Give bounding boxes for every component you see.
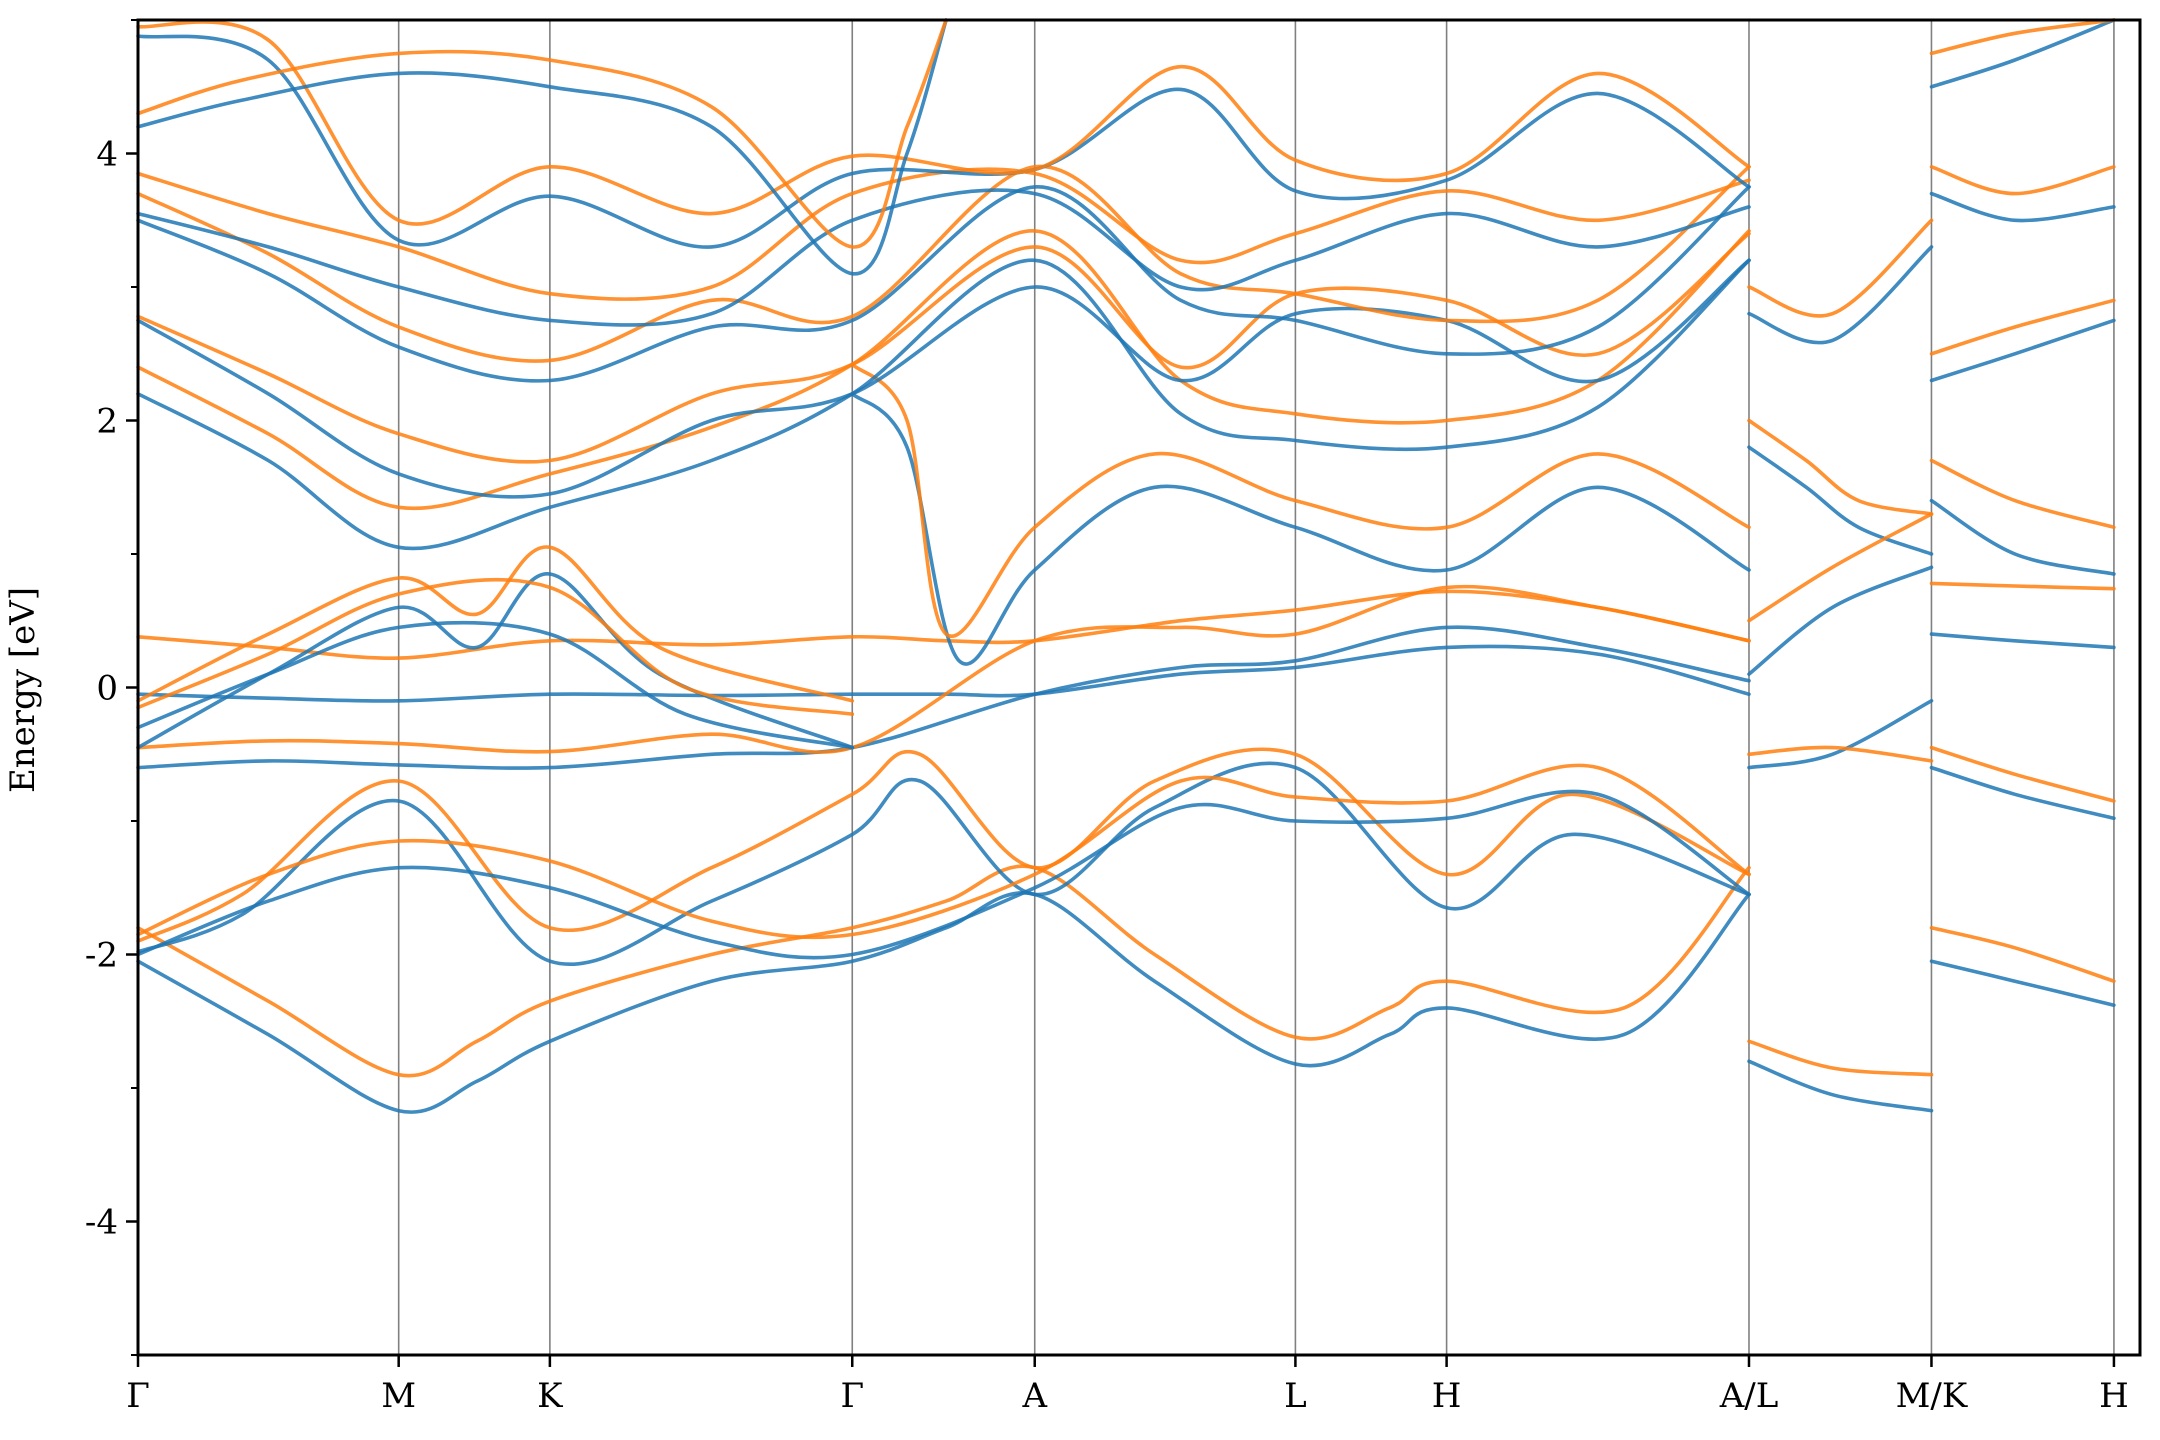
band-line-50	[1929, 18, 2116, 89]
band-line-40	[1929, 765, 2116, 821]
band-line-43	[1929, 581, 2116, 591]
band-line-16	[136, 258, 1751, 551]
band-line-41	[1929, 745, 2116, 803]
band-line-39	[1929, 926, 2116, 983]
band-line-48	[1929, 191, 2116, 223]
band-line-26	[136, 18, 948, 276]
band-line-46	[1929, 318, 2116, 383]
band-line-17	[136, 229, 1751, 511]
y-axis-ticks: -4 -2 0 2 4	[85, 19, 138, 1356]
x-tick-label-9: H	[2099, 1376, 2129, 1416]
y-tick-label-4: 4	[96, 135, 118, 175]
y-tick-label-3: 2	[96, 402, 118, 442]
band-line-14	[850, 392, 1751, 666]
x-tick-label-7: A/L	[1719, 1376, 1779, 1416]
band-line-2	[136, 761, 1751, 967]
x-tick-label-4: A	[1021, 1376, 1047, 1416]
band-line-33	[1747, 745, 1934, 763]
band-line-32	[1747, 699, 1934, 770]
band-line-42	[1929, 632, 2116, 650]
band-line-49	[1929, 165, 2116, 196]
band-line-15	[850, 362, 1751, 639]
band-line-3	[136, 747, 1751, 943]
band-line-38	[1929, 959, 2116, 1007]
band-line-28	[1747, 445, 1934, 556]
band-line-22	[136, 188, 1751, 327]
band-line-19	[136, 231, 1751, 464]
band-line-51	[1929, 18, 2116, 56]
band-line-6	[136, 644, 1751, 703]
band-line-45	[1929, 458, 2116, 530]
band-line-25	[136, 20, 1751, 226]
band-line-37	[1747, 218, 1934, 318]
band-line-27	[136, 18, 948, 249]
band-line-11	[136, 545, 855, 703]
x-tick-label-2: K	[537, 1376, 563, 1416]
band-line-7	[136, 589, 1751, 660]
band-line-9	[136, 584, 1751, 754]
band-line-1	[136, 864, 1751, 1078]
band-line-36	[1747, 245, 1934, 345]
band-line-13	[136, 577, 855, 716]
x-tick-label-3: Γ	[840, 1376, 864, 1416]
x-tick-label-5: L	[1284, 1376, 1307, 1416]
band-line-34	[1747, 565, 1934, 676]
y-tick-label-2: 0	[96, 669, 118, 709]
band-line-4	[136, 789, 1751, 960]
y-tick-label-0: -4	[85, 1203, 118, 1243]
x-tick-label-0: Γ	[126, 1376, 150, 1416]
band-line-20	[136, 185, 1751, 383]
kpath-lines	[137, 20, 2115, 1355]
band-line-30	[1747, 1059, 1934, 1113]
x-tick-label-1: M	[381, 1376, 416, 1416]
band-line-8	[136, 625, 1751, 770]
y-tick-label-1: -2	[85, 936, 118, 976]
x-tick-label-6: H	[1432, 1376, 1462, 1416]
band-line-44	[1929, 498, 2116, 576]
band-line-5	[136, 763, 1751, 940]
band-line-18	[136, 258, 1751, 499]
band-line-12	[136, 620, 855, 750]
y-axis-label: Energy [eV]	[3, 587, 43, 793]
series-layer	[136, 18, 2116, 1114]
x-axis-ticks: Γ M K Γ A L H A/L M/K H	[126, 1355, 2129, 1416]
band-line-35	[1747, 512, 1934, 623]
band-line-29	[1747, 418, 1934, 516]
band-line-24	[136, 34, 1751, 249]
band-line-21	[136, 164, 1751, 363]
band-line-31	[1747, 1039, 1934, 1077]
band-line-47	[1929, 298, 2116, 356]
x-tick-label-8: M/K	[1896, 1376, 1968, 1416]
